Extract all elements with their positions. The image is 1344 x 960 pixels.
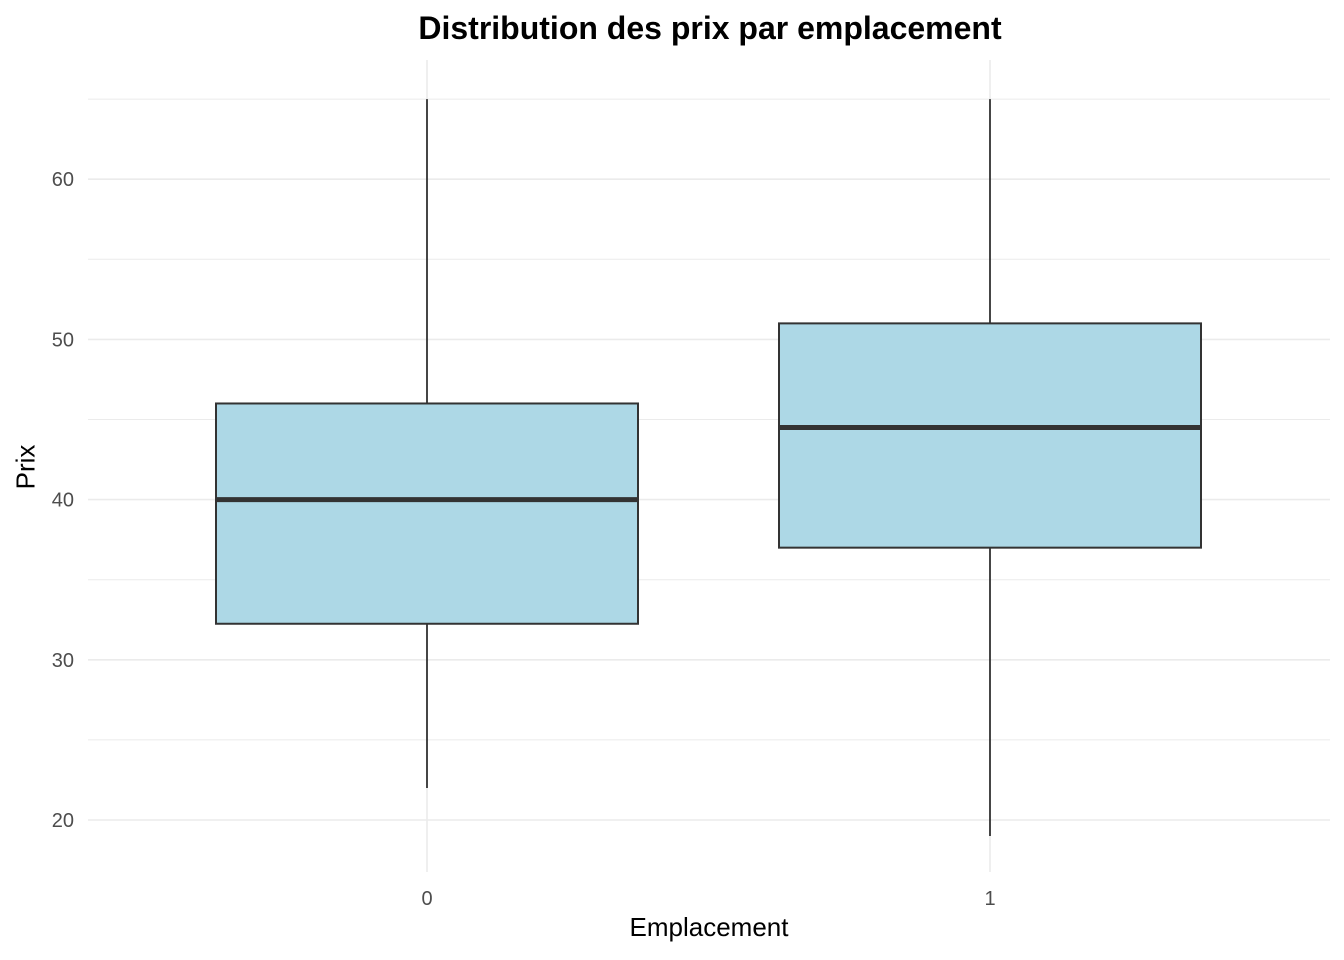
y-tick-label: 20	[52, 810, 74, 832]
y-tick-label: 50	[52, 329, 74, 351]
x-axis-label: Emplacement	[629, 912, 789, 942]
box-1	[778, 322, 1202, 549]
y-tick-label: 40	[52, 490, 74, 512]
chart-title: Distribution des prix par emplacement	[418, 10, 1002, 46]
y-axis-label: Prix	[10, 444, 41, 490]
y-tick-label: 30	[52, 650, 74, 672]
x-tick-label: 0	[421, 888, 432, 910]
y-tick-label: 60	[52, 169, 74, 191]
box-0	[215, 402, 639, 625]
x-tick-label: 1	[984, 888, 995, 910]
